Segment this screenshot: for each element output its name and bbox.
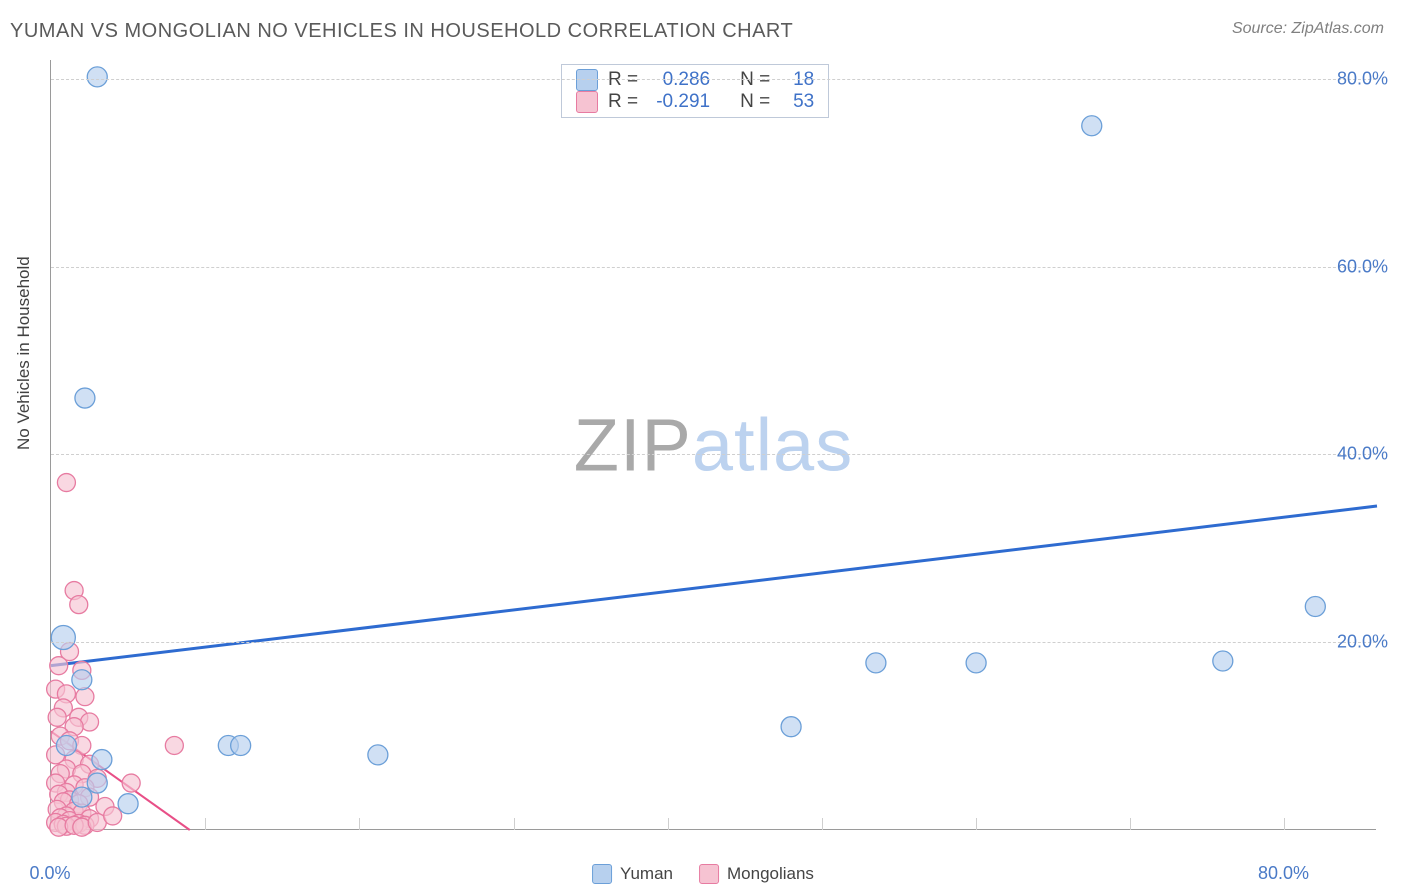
data-point-mongolians (70, 596, 88, 614)
plot-area: ZIPatlas R = 0.286 N = 18 R = -0.291 N =… (50, 60, 1376, 830)
gridline-v (514, 818, 515, 830)
gridline-v (359, 818, 360, 830)
svg-layer (51, 60, 1377, 830)
data-point-yuman (368, 745, 388, 765)
gridline-h (51, 642, 1376, 643)
gridline-v (668, 818, 669, 830)
data-point-yuman (87, 773, 107, 793)
gridline-v (1284, 818, 1285, 830)
gridline-v (976, 818, 977, 830)
data-point-mongolians (122, 774, 140, 792)
x-tick-label: 80.0% (1258, 863, 1309, 884)
y-tick-label: 60.0% (1337, 256, 1388, 277)
y-tick-label: 20.0% (1337, 632, 1388, 653)
data-point-yuman (781, 717, 801, 737)
data-point-mongolians (50, 657, 68, 675)
gridline-h (51, 79, 1376, 80)
data-point-mongolians (104, 807, 122, 825)
series-legend: Yuman Mongolians (592, 864, 814, 884)
data-point-mongolians (76, 688, 94, 706)
gridline-v (205, 818, 206, 830)
data-point-yuman (118, 794, 138, 814)
data-point-yuman (966, 653, 986, 673)
legend-swatch-mongolians (699, 864, 719, 884)
legend-item-mongolians: Mongolians (699, 864, 814, 884)
legend-label-yuman: Yuman (620, 864, 673, 884)
source-attribution: Source: ZipAtlas.com (1232, 20, 1384, 38)
data-point-yuman (866, 653, 886, 673)
chart-container: YUMAN VS MONGOLIAN NO VEHICLES IN HOUSEH… (0, 0, 1406, 892)
data-point-mongolians (57, 474, 75, 492)
data-point-yuman (1305, 597, 1325, 617)
gridline-v (1130, 818, 1131, 830)
data-point-yuman (72, 670, 92, 690)
chart-title: YUMAN VS MONGOLIAN NO VEHICLES IN HOUSEH… (10, 20, 793, 43)
data-point-yuman (51, 626, 75, 650)
y-tick-label: 40.0% (1337, 444, 1388, 465)
data-point-yuman (56, 735, 76, 755)
data-point-yuman (75, 388, 95, 408)
data-point-yuman (92, 750, 112, 770)
legend-label-mongolians: Mongolians (727, 864, 814, 884)
gridline-h (51, 267, 1376, 268)
data-point-mongolians (165, 736, 183, 754)
x-tick-label: 0.0% (29, 863, 70, 884)
data-point-yuman (1082, 116, 1102, 136)
data-point-yuman (1213, 651, 1233, 671)
legend-item-yuman: Yuman (592, 864, 673, 884)
data-point-yuman (72, 787, 92, 807)
gridline-v (822, 818, 823, 830)
data-point-yuman (231, 735, 251, 755)
data-point-yuman (87, 67, 107, 87)
y-tick-label: 80.0% (1337, 68, 1388, 89)
legend-swatch-yuman (592, 864, 612, 884)
data-point-mongolians (48, 708, 66, 726)
y-axis-label: No Vehicles in Household (14, 256, 34, 450)
gridline-h (51, 454, 1376, 455)
